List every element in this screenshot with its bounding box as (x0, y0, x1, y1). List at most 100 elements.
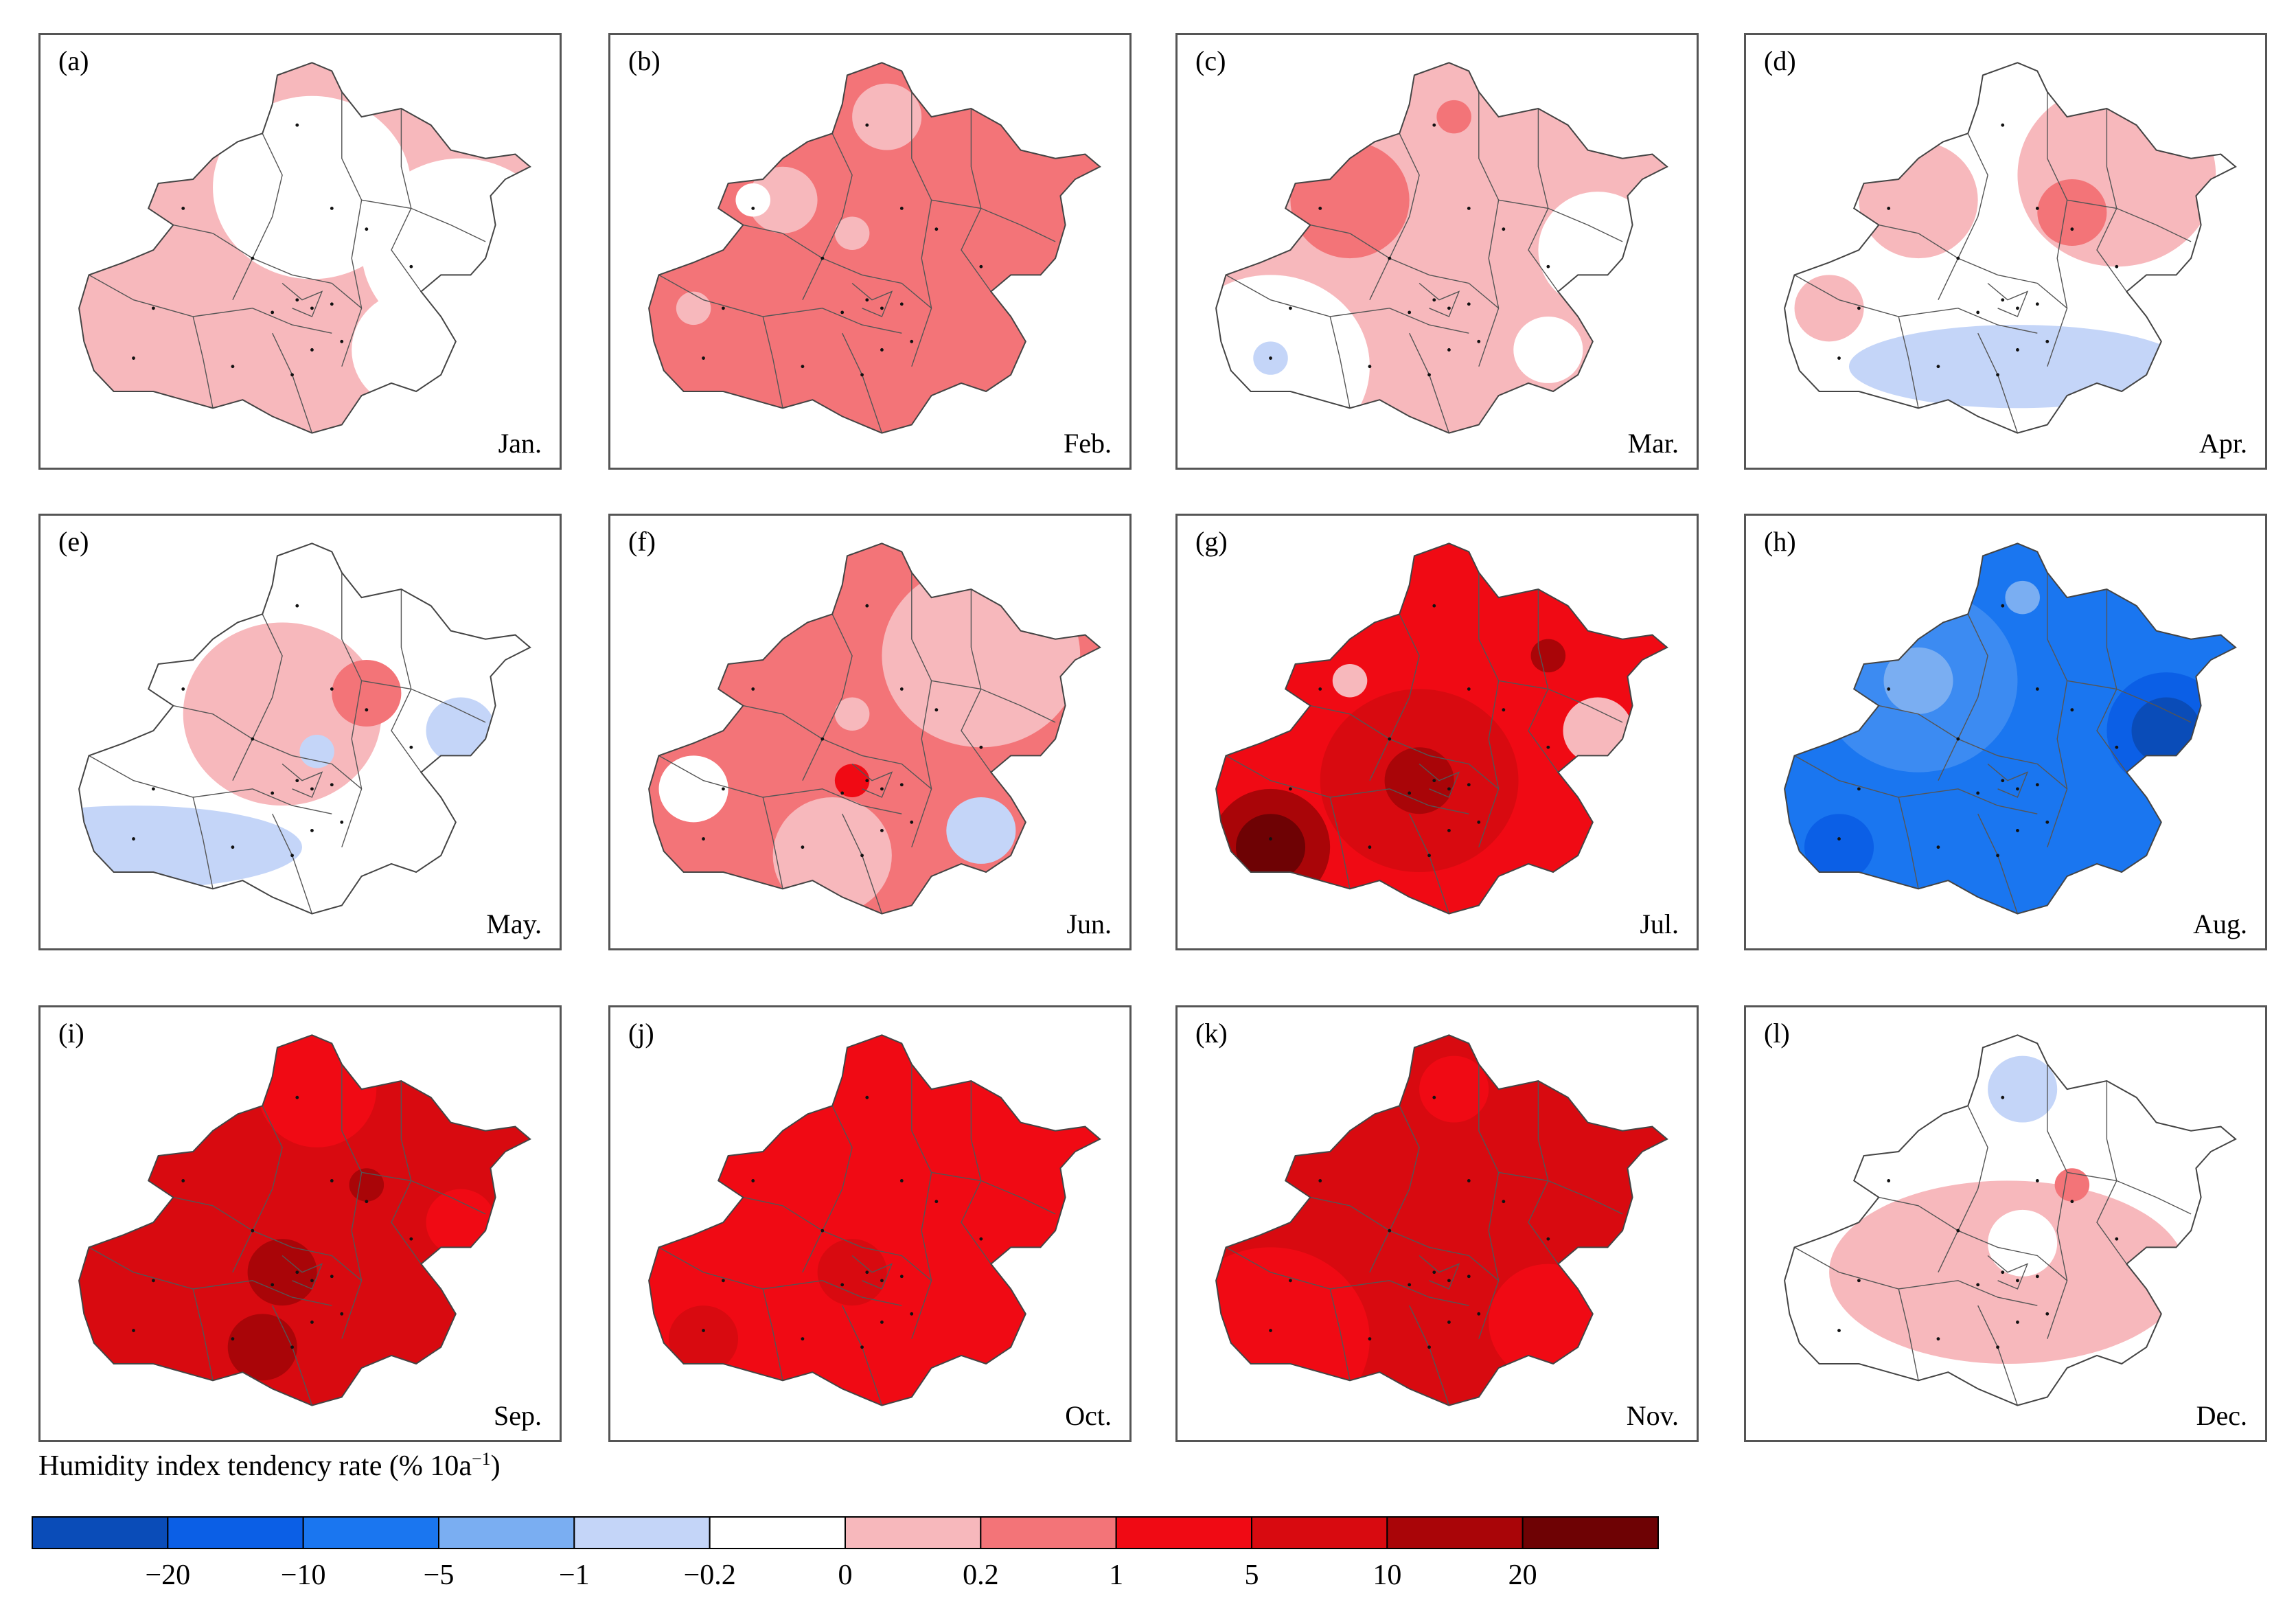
district-boundary (802, 1105, 853, 1273)
district-boundary (911, 1064, 932, 1339)
station-dot (2070, 708, 2074, 712)
district-boundary (1310, 705, 1500, 790)
map-base-fill (649, 1035, 1101, 1406)
contour-patch (735, 183, 770, 217)
map-svg (1784, 62, 2237, 434)
district-boundary (282, 763, 323, 798)
district-boundary (1419, 282, 1460, 317)
region-outline (648, 1034, 1101, 1406)
station-dot (702, 1329, 705, 1332)
map-svg (648, 62, 1101, 434)
district-boundary (1498, 199, 1623, 242)
station-dot (1502, 227, 1506, 231)
station-dot (910, 820, 914, 824)
district-boundary (762, 316, 783, 409)
station-dot (880, 1279, 884, 1283)
station-dot (865, 1270, 869, 1275)
panel-label: (h) (1764, 526, 1796, 557)
station-dot (801, 845, 805, 849)
station-dot (1477, 339, 1481, 343)
station-dot (2016, 306, 2019, 310)
station-dot (1936, 365, 1940, 369)
station-dot (2045, 339, 2050, 343)
map-svg (1215, 62, 1668, 434)
station-dot (1447, 1321, 1451, 1324)
panel-label: (c) (1195, 45, 1226, 76)
station-dot (865, 779, 869, 783)
district-boundary (232, 1105, 283, 1273)
station-dot (1432, 604, 1436, 608)
contour-patch (1216, 1247, 1370, 1406)
panel-label: (e) (58, 526, 89, 557)
district-boundary (762, 797, 783, 889)
panel-month: Mar. (1627, 428, 1679, 459)
station-dot (1976, 1283, 1980, 1287)
station-dot (2001, 1270, 2005, 1275)
panel-label: (g) (1195, 526, 1228, 557)
station-dot (1857, 1279, 1861, 1283)
district-boundary (1794, 1246, 2038, 1306)
station-dot (2035, 207, 2039, 210)
station-dot (1318, 207, 1322, 210)
station-dot (330, 207, 334, 210)
panel-month: Aug. (2193, 909, 2247, 939)
station-dot (1289, 787, 1292, 791)
station-dot (251, 1229, 255, 1233)
station-dot (251, 256, 255, 260)
station-dot (2016, 348, 2019, 352)
panel-month: May. (486, 909, 542, 939)
station-dot (330, 1179, 334, 1182)
station-dot (2035, 783, 2039, 787)
station-dot (722, 306, 725, 310)
district-boundary (341, 572, 363, 847)
district-boundary (1478, 572, 1500, 847)
district-boundary (1987, 763, 2029, 798)
colorbar-tick-label: 0.2 (963, 1559, 999, 1591)
district-boundary (1226, 755, 1469, 814)
station-dot (295, 123, 299, 127)
district-boundary (361, 680, 486, 723)
station-dot (152, 787, 155, 791)
district-boundary (1938, 133, 1988, 301)
station-dot (1289, 1279, 1292, 1283)
station-dot (865, 123, 869, 127)
contour-patch (1988, 1055, 2058, 1123)
map-panel-j: (j) Oct. (608, 1005, 1132, 1442)
station-dot (860, 373, 864, 377)
district-boundary (1226, 1246, 1469, 1306)
station-dot (310, 1279, 314, 1283)
station-dot (820, 256, 825, 260)
station-dot (2115, 264, 2119, 268)
station-dot (801, 1337, 805, 1341)
station-dot (181, 207, 185, 210)
region-outline (1215, 1034, 1668, 1406)
district-boundary (1794, 755, 2038, 814)
station-dot (2001, 123, 2005, 127)
map-panel-b: (b) Feb. (608, 33, 1132, 470)
station-dot (910, 339, 914, 343)
station-dot (1936, 845, 1940, 849)
station-dot (840, 310, 845, 315)
colorbar-tick-label: −20 (145, 1559, 191, 1591)
station-dot (310, 787, 314, 791)
contour-patch (2131, 697, 2201, 764)
station-dot (1467, 687, 1471, 691)
panel-label: (j) (628, 1018, 654, 1049)
colorbar-bin (438, 1516, 575, 1549)
district-boundary (173, 224, 363, 309)
district-boundary (1329, 316, 1351, 409)
district-boundary (192, 797, 214, 889)
contour-patch (1384, 747, 1454, 814)
contour-patch (1538, 192, 1657, 308)
station-dot (295, 604, 299, 608)
contour-patch (748, 166, 818, 233)
district-boundary (961, 108, 991, 293)
station-dot (1467, 1179, 1471, 1182)
station-dot (1546, 264, 1550, 268)
panel-month: Feb. (1064, 428, 1112, 459)
map-svg (78, 1034, 531, 1406)
map-base-fill (1784, 543, 2236, 914)
district-boundary (851, 1255, 893, 1290)
colorbar-bin (980, 1516, 1117, 1549)
district-boundary (2067, 680, 2192, 723)
